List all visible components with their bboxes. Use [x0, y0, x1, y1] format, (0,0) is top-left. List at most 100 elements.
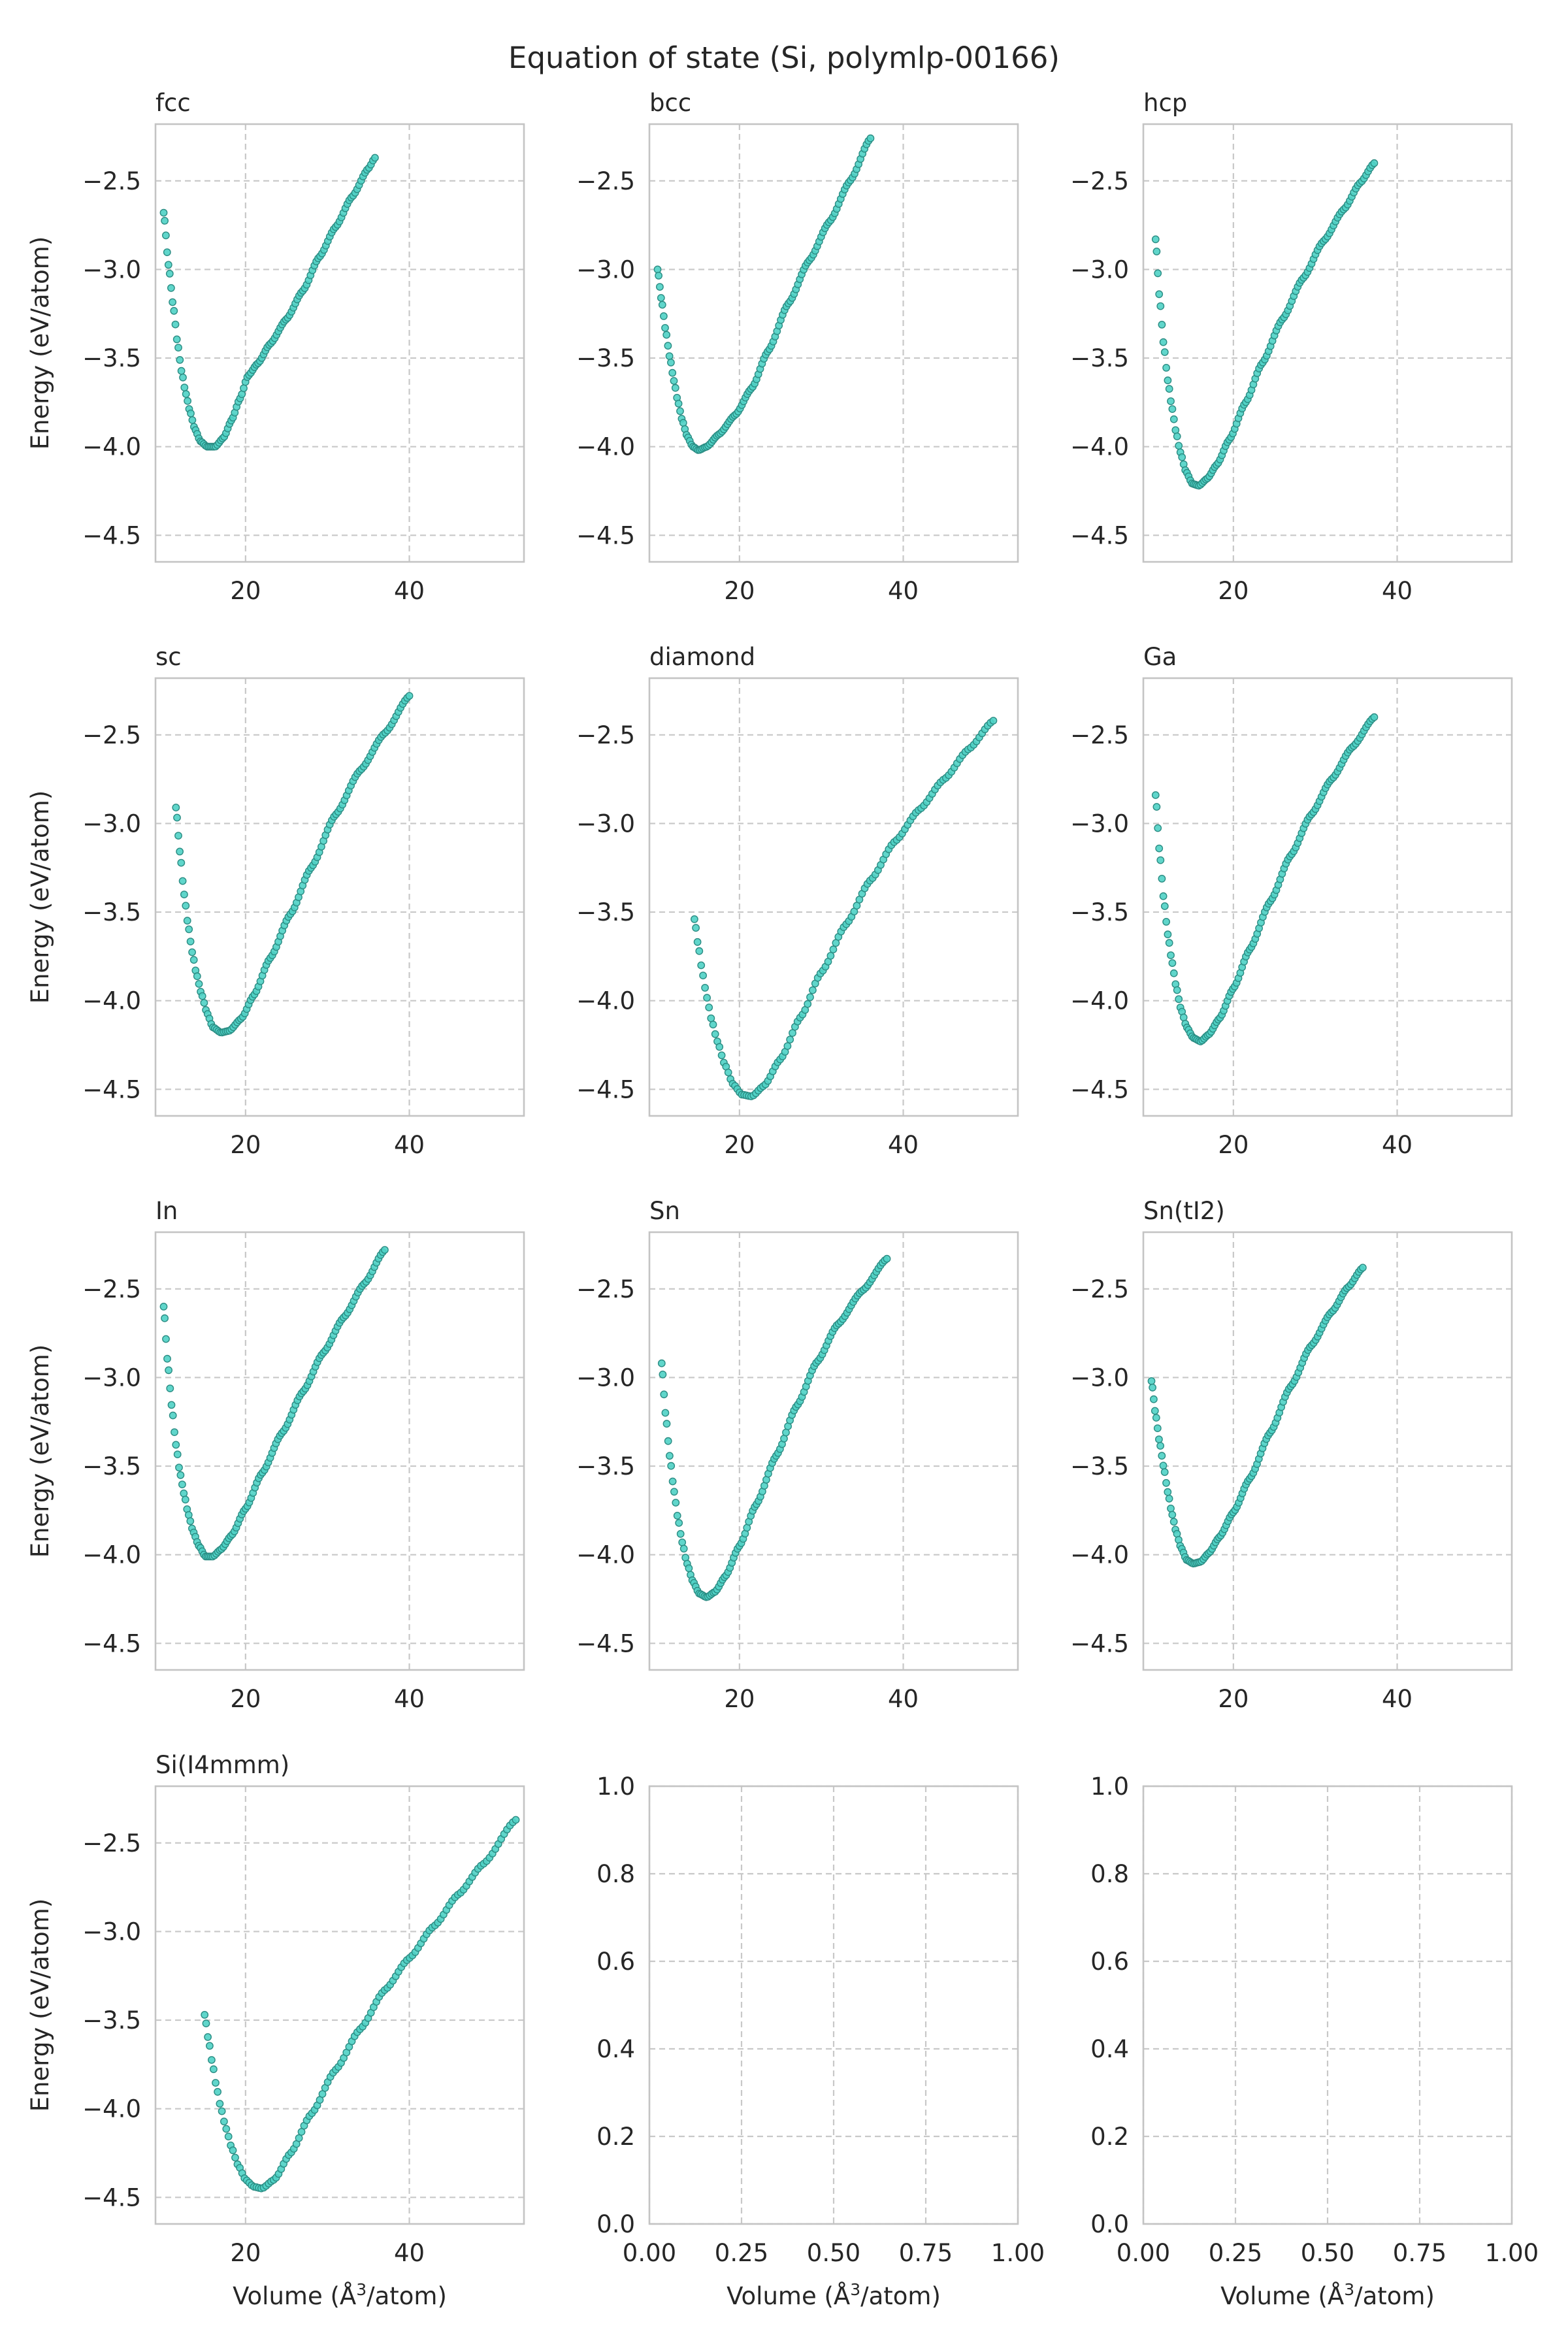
data-point: [212, 2079, 220, 2087]
data-point: [224, 2132, 233, 2141]
y-tick-label: −4.5: [1070, 521, 1129, 549]
subplot-title: Ga: [1143, 643, 1177, 671]
y-tick-label: −3.5: [1070, 344, 1129, 372]
data-point: [653, 265, 662, 274]
scatter-series: [1151, 159, 1379, 490]
scatter-series: [1147, 1264, 1367, 1568]
x-tick-label: 20: [230, 1131, 261, 1159]
data-point: [176, 1471, 185, 1479]
y-tick-label: −3.5: [82, 2006, 141, 2034]
data-point: [1159, 338, 1168, 346]
data-point: [371, 154, 379, 162]
data-point: [1158, 320, 1166, 329]
data-point: [1167, 397, 1175, 405]
data-point: [692, 924, 700, 932]
data-point: [1165, 1494, 1173, 1503]
data-point: [715, 1043, 724, 1051]
data-point: [205, 2042, 214, 2050]
data-point: [173, 1450, 182, 1459]
y-axis-label: Energy (eV/atom): [26, 1345, 54, 1558]
data-point: [670, 377, 678, 385]
subplot-title: Sn(tI2): [1143, 1197, 1225, 1225]
data-point: [165, 269, 174, 278]
subplot-title: Sn: [649, 1197, 680, 1225]
axes-frame: [1142, 1785, 1513, 2225]
data-point: [187, 409, 195, 417]
data-point: [664, 342, 672, 350]
scatter-series: [159, 154, 379, 451]
y-tick-label: −4.0: [82, 1541, 141, 1569]
data-point: [182, 902, 190, 910]
data-point: [1155, 844, 1164, 853]
y-tick-label: −4.0: [82, 987, 141, 1015]
data-point: [1370, 159, 1379, 167]
y-tick-label: 0.4: [1090, 2035, 1129, 2063]
y-tick-label: 0.2: [1090, 2123, 1129, 2151]
scatter-series: [172, 692, 414, 1037]
data-point: [676, 407, 684, 416]
data-point: [1164, 376, 1172, 385]
y-tick-label: −2.5: [576, 721, 635, 749]
subplot-ga: Ga 20 40 −4.5 −4.0 −3.5 −3.0 −2.5: [1070, 643, 1513, 1159]
data-point: [701, 984, 710, 992]
data-point: [240, 384, 248, 393]
y-tick-label: −2.5: [82, 1829, 141, 1857]
y-tick-label: −3.0: [576, 255, 635, 284]
subplot-sc: sc 20 40 −4.5 −4.0 −3.5 −3.0 −2.5 Energy (eV/ato…: [26, 643, 525, 1159]
data-point: [1162, 364, 1171, 372]
subplot-title: Si(I4mmm): [155, 1751, 289, 1779]
data-point: [1168, 959, 1177, 968]
data-point: [1154, 824, 1162, 832]
data-point: [1358, 1264, 1367, 1272]
data-point: [1167, 951, 1175, 960]
data-point: [1152, 803, 1161, 811]
data-point: [1155, 290, 1164, 299]
data-point: [665, 352, 674, 360]
data-point: [214, 2087, 221, 2096]
data-point: [229, 2146, 237, 2155]
data-point: [183, 917, 191, 925]
x-tick-label: 20: [230, 2239, 261, 2267]
data-point: [176, 847, 184, 856]
x-tick-label: 0.25: [715, 2239, 768, 2267]
y-tick-label: −2.5: [1070, 167, 1129, 195]
y-tick-label: −3.5: [576, 1452, 635, 1480]
data-point: [1164, 1488, 1172, 1496]
y-tick-label: −4.0: [1070, 1541, 1129, 1569]
y-tick-label: −2.5: [576, 1275, 635, 1303]
data-point: [159, 1303, 168, 1311]
x-tick-label: 40: [1382, 1685, 1413, 1713]
x-tick-label: 0.50: [807, 2239, 860, 2267]
data-point: [1178, 453, 1186, 461]
y-tick-label: −3.0: [82, 1918, 141, 1946]
data-point: [170, 306, 178, 315]
subplot-title: In: [155, 1197, 178, 1225]
data-point: [182, 390, 190, 398]
subplot-fcc: fcc 20 40 −4.5 −4.0 −3.5 −3.0 −2.5 Energy (eV/at…: [26, 89, 525, 605]
data-point: [660, 312, 668, 320]
data-point: [674, 399, 683, 408]
data-point: [1153, 1424, 1162, 1433]
data-point: [207, 2056, 216, 2064]
y-tick-label: −4.5: [1070, 1629, 1129, 1658]
x-tick-label: 40: [1382, 577, 1413, 605]
y-tick-label: −3.5: [1070, 898, 1129, 926]
data-point: [679, 419, 687, 427]
data-point: [167, 284, 175, 292]
y-tick-label: −4.0: [576, 1541, 635, 1569]
data-point: [1155, 1435, 1163, 1444]
y-tick-label: −3.0: [576, 1364, 635, 1392]
data-point: [829, 945, 838, 954]
data-point: [672, 1499, 680, 1507]
scatter-series: [201, 1816, 520, 2193]
data-point: [177, 367, 186, 375]
data-point: [1150, 1395, 1158, 1403]
data-point: [186, 1517, 195, 1526]
x-tick-label: 0.25: [1209, 2239, 1262, 2267]
data-point: [1169, 969, 1178, 977]
y-tick-label: −3.5: [82, 1452, 141, 1480]
data-point: [691, 915, 698, 923]
y-tick-label: 0.0: [596, 2210, 635, 2238]
data-point: [1168, 405, 1177, 413]
